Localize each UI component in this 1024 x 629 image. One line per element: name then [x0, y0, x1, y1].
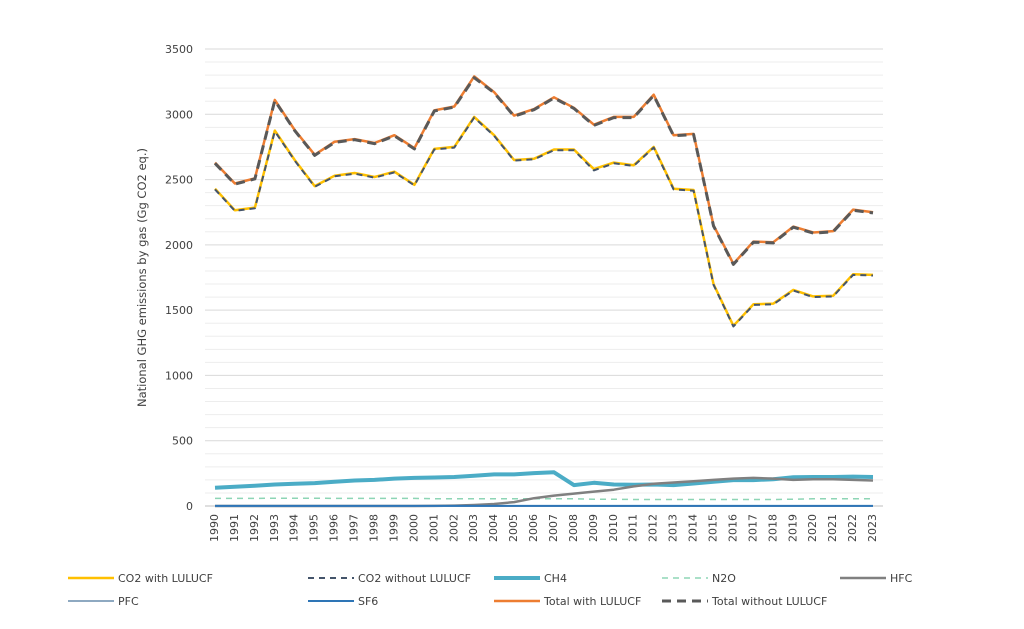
x-tick-label: 2019 [786, 514, 799, 542]
y-tick-label: 3000 [165, 108, 193, 121]
legend-item-total-without-lulucf: Total without LULUCF [662, 595, 827, 608]
legend-label: PFC [118, 595, 139, 608]
x-tick-label: 2010 [607, 514, 620, 542]
series-line-total-without-lulucf [213, 76, 874, 266]
x-tick-label: 2015 [707, 514, 720, 542]
legend-item-sf6: SF6 [308, 595, 378, 608]
legend-item-pfc: PFC [68, 595, 139, 608]
legend-item-hfc: HFC [840, 572, 913, 585]
x-tick-label: 2020 [806, 514, 819, 542]
legend-item-n2o: N2O [662, 572, 736, 585]
y-axis-label: National GHG emissions by gas (Gg CO2 eq… [135, 148, 149, 407]
x-tick-labels: 1990 1991 1992 1993 1994 1995 1996 1997 1998 1999… [208, 514, 879, 542]
legend-label: Total with LULUCF [543, 595, 641, 608]
series-line-ch4 [214, 470, 874, 490]
x-tick-label: 2011 [627, 514, 640, 542]
x-tick-label: 1991 [228, 514, 241, 542]
y-tick-labels: 0 500 1000 1500 2000 2500 3000 3500 [165, 43, 193, 513]
legend-label: SF6 [358, 595, 378, 608]
legend-label: HFC [890, 572, 913, 585]
legend-label: CH4 [544, 572, 567, 585]
y-tick-label: 3500 [165, 43, 193, 56]
y-tick-label: 0 [186, 500, 193, 513]
legend-item-ch4: CH4 [494, 572, 567, 585]
series-line-co2-with-lulucf [214, 115, 874, 328]
series-line-total-with-lulucf [214, 75, 874, 266]
y-tick-label: 500 [172, 435, 193, 448]
x-tick-label: 2002 [447, 514, 460, 542]
x-tick-label: 2021 [826, 514, 839, 542]
x-tick-label: 2008 [567, 514, 580, 542]
x-tick-label: 1996 [328, 514, 341, 542]
legend-label: N2O [712, 572, 736, 585]
x-tick-label: 2003 [467, 514, 480, 542]
x-tick-label: 2009 [587, 514, 600, 542]
legend-item-co2-without-lulucf: CO2 without LULUCF [308, 572, 471, 585]
x-tick-label: 2022 [846, 514, 859, 542]
x-tick-label: 2000 [407, 514, 420, 542]
x-tick-label: 1992 [248, 514, 261, 542]
x-tick-label: 2001 [427, 514, 440, 542]
x-tick-label: 2012 [647, 514, 660, 542]
series-line-co2-without-lulucf [214, 116, 874, 328]
x-tick-label: 1999 [387, 514, 400, 542]
y-tick-label: 1500 [165, 304, 193, 317]
x-tick-label: 2007 [547, 514, 560, 542]
x-tick-label: 2004 [487, 514, 500, 542]
y-tick-label: 2500 [165, 174, 193, 187]
x-tick-label: 2023 [866, 514, 879, 542]
x-tick-label: 1994 [288, 514, 301, 542]
x-tick-label: 2017 [746, 514, 759, 542]
legend-label: CO2 without LULUCF [358, 572, 471, 585]
x-tick-label: 1995 [308, 514, 321, 542]
x-tick-label: 2016 [726, 514, 739, 542]
legend-label: Total without LULUCF [711, 595, 827, 608]
x-tick-label: 2018 [766, 514, 779, 542]
x-tick-label: 2014 [687, 514, 700, 542]
x-tick-label: 2005 [507, 514, 520, 542]
x-tick-label: 1993 [268, 514, 281, 542]
legend-item-co2-with-lulucf: CO2 with LULUCF [68, 572, 213, 585]
y-tick-label: 1000 [165, 369, 193, 382]
x-tick-label: 2013 [667, 514, 680, 542]
series-lines [213, 75, 874, 508]
x-tick-label: 2006 [527, 514, 540, 542]
chart-grid [205, 48, 883, 494]
x-tick-label: 1990 [208, 514, 221, 542]
legend: CO2 with LULUCF CO2 without LULUCF CH4 N2O H… [68, 572, 913, 608]
x-tick-label: 1997 [348, 514, 361, 542]
y-tick-label: 2000 [165, 239, 193, 252]
series-line-n2o [215, 497, 873, 501]
x-tick-label: 1998 [368, 514, 381, 542]
legend-label: CO2 with LULUCF [118, 572, 213, 585]
legend-item-total-with-lulucf: Total with LULUCF [494, 595, 641, 608]
